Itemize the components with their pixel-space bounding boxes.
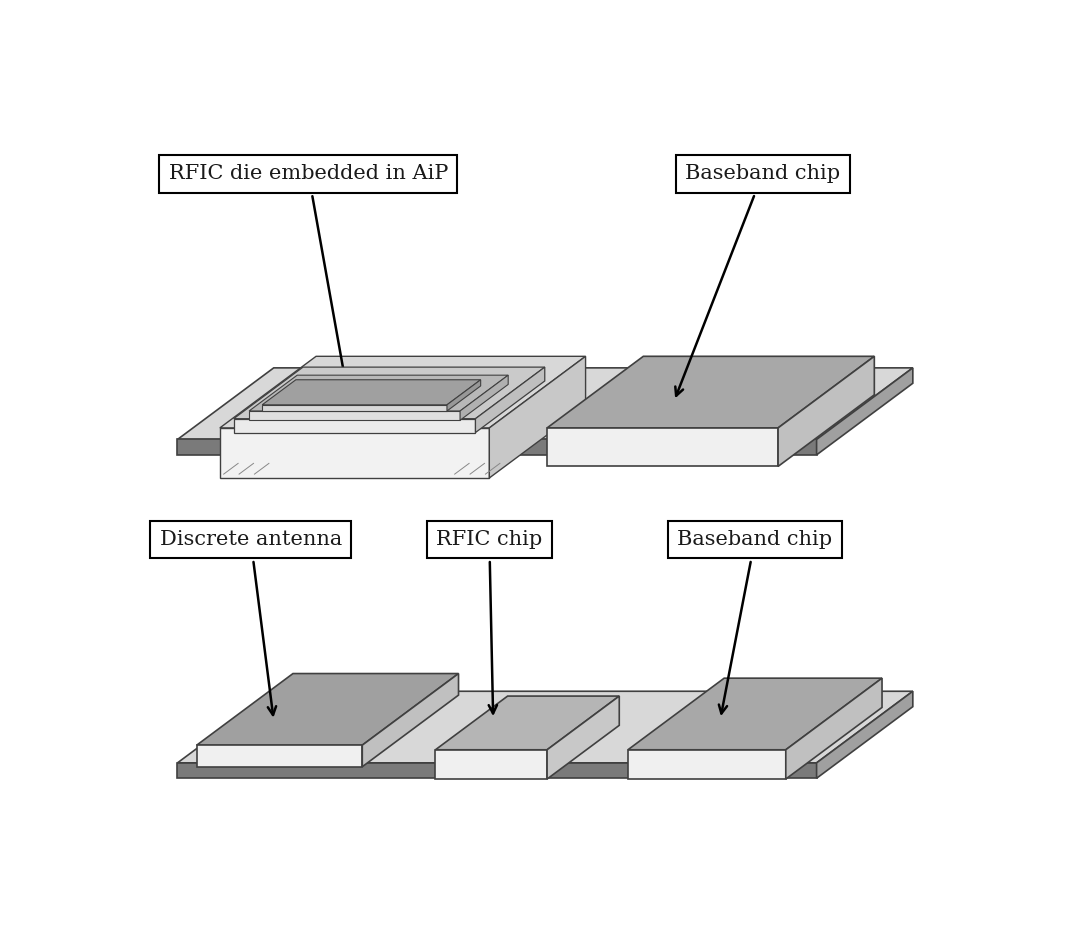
- Text: RFIC chip: RFIC chip: [436, 530, 543, 714]
- Polygon shape: [475, 367, 545, 432]
- Polygon shape: [816, 691, 912, 778]
- Polygon shape: [547, 696, 619, 779]
- Polygon shape: [778, 356, 874, 466]
- Polygon shape: [233, 419, 475, 432]
- Polygon shape: [547, 428, 778, 466]
- Polygon shape: [220, 356, 585, 428]
- Polygon shape: [460, 375, 508, 420]
- Polygon shape: [435, 750, 547, 779]
- Polygon shape: [362, 673, 459, 767]
- Polygon shape: [233, 367, 545, 419]
- Polygon shape: [628, 750, 786, 779]
- Polygon shape: [196, 673, 459, 745]
- Polygon shape: [263, 405, 447, 411]
- Polygon shape: [178, 763, 816, 778]
- Polygon shape: [250, 375, 508, 411]
- Polygon shape: [816, 368, 912, 455]
- Polygon shape: [435, 696, 619, 750]
- Polygon shape: [250, 411, 460, 420]
- Polygon shape: [178, 440, 816, 455]
- Polygon shape: [196, 745, 362, 767]
- Polygon shape: [178, 368, 912, 440]
- Text: Baseband chip: Baseband chip: [676, 164, 840, 395]
- Polygon shape: [447, 380, 481, 411]
- Polygon shape: [178, 691, 912, 763]
- Text: Baseband chip: Baseband chip: [677, 530, 833, 714]
- Polygon shape: [628, 678, 882, 750]
- Polygon shape: [220, 428, 489, 478]
- Polygon shape: [547, 356, 874, 428]
- Text: RFIC die embedded in AiP: RFIC die embedded in AiP: [169, 164, 448, 384]
- Polygon shape: [489, 356, 585, 478]
- Polygon shape: [786, 678, 882, 779]
- Text: Discrete antenna: Discrete antenna: [159, 530, 342, 715]
- Polygon shape: [263, 380, 481, 405]
